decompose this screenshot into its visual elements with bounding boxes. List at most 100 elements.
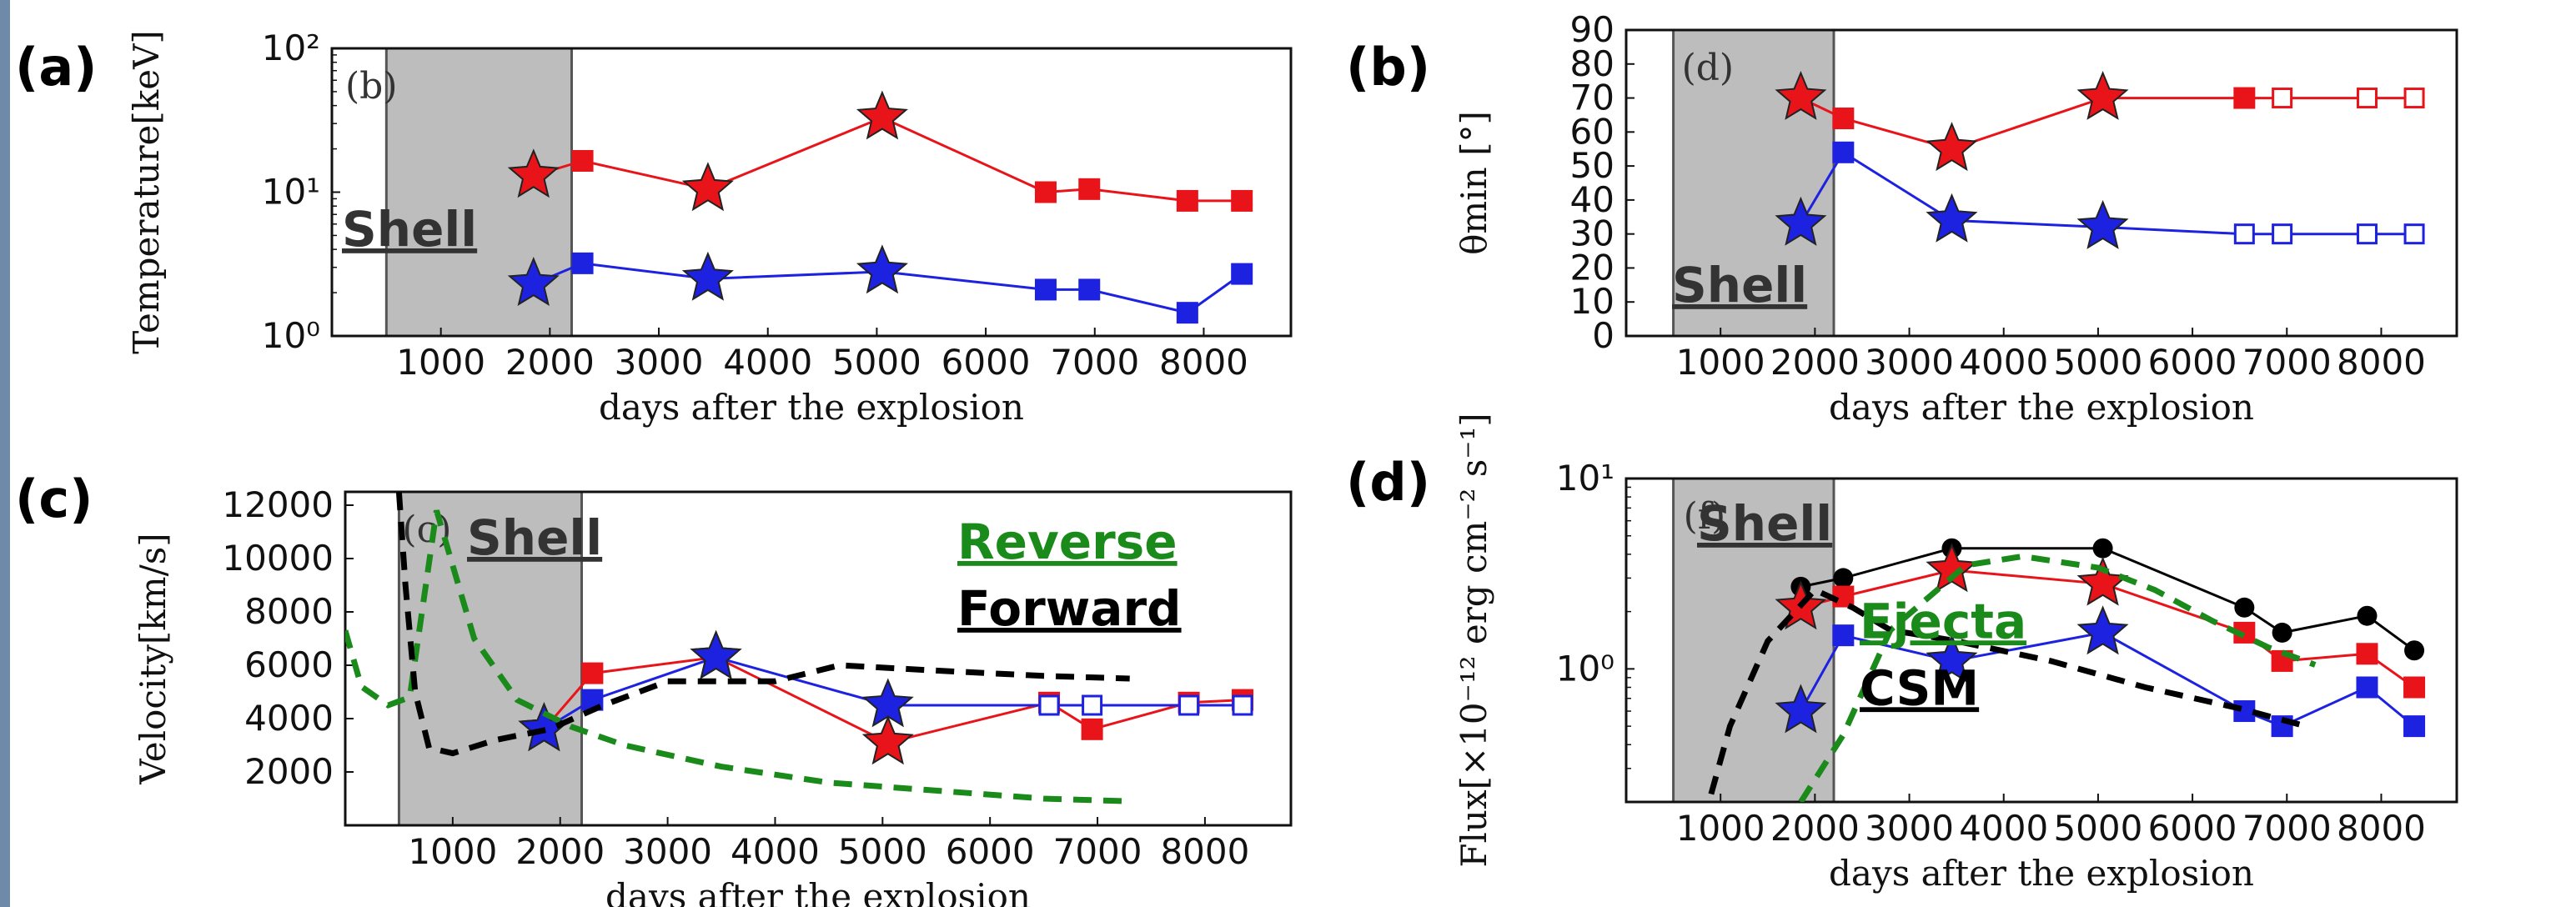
square-marker bbox=[1078, 278, 1101, 301]
shell-label: Shell bbox=[467, 509, 602, 566]
shell-label: Shell bbox=[342, 201, 477, 258]
y-tick-label: 8000 bbox=[244, 591, 334, 632]
y-axis-label: Flux[×10⁻¹² erg cm⁻² s⁻¹] bbox=[1454, 413, 1494, 867]
sub-panel-letter: (c) bbox=[402, 509, 451, 551]
x-tick-label: 2000 bbox=[505, 342, 595, 383]
star-marker bbox=[507, 256, 560, 307]
panel-letter-d: (d) bbox=[1346, 452, 1430, 513]
x-tick-label: 3000 bbox=[1865, 342, 1954, 383]
model-curve bbox=[345, 509, 1130, 804]
square-marker bbox=[2403, 715, 2426, 738]
y-axis-label: Velocity[km/s] bbox=[133, 533, 173, 784]
y-tick-label: 10 bbox=[1570, 281, 1614, 322]
panel-letter-c: (c) bbox=[15, 469, 93, 529]
x-tick-label: 1000 bbox=[1676, 808, 1765, 849]
star-marker bbox=[1775, 684, 1827, 734]
y-tick-label: 10¹ bbox=[262, 172, 320, 213]
star-marker bbox=[681, 162, 734, 212]
x-tick-label: 1000 bbox=[396, 342, 485, 383]
x-tick-label: 8000 bbox=[2337, 808, 2426, 849]
x-tick-label: 2000 bbox=[515, 831, 605, 872]
shell-region bbox=[1672, 28, 1835, 338]
series-line bbox=[1800, 97, 2415, 151]
square-marker bbox=[1832, 624, 1855, 647]
open-square-marker bbox=[2233, 223, 2255, 245]
x-tick-label: 8000 bbox=[2337, 342, 2426, 383]
circle-marker bbox=[2357, 605, 2378, 626]
y-tick-label: 10¹ bbox=[1556, 458, 1614, 499]
x-tick-label: 6000 bbox=[942, 342, 1031, 383]
y-tick-label: 90 bbox=[1570, 9, 1614, 50]
star-marker bbox=[856, 244, 908, 294]
y-tick-label: 4000 bbox=[244, 698, 334, 739]
panel-letter-a: (a) bbox=[15, 37, 98, 98]
sub-panel-letter: (b) bbox=[345, 65, 398, 108]
plot-frame bbox=[1624, 28, 2458, 338]
star-marker bbox=[681, 251, 734, 301]
square-marker bbox=[2403, 676, 2426, 699]
x-axis-label: days after the explosion bbox=[605, 876, 1031, 907]
x-tick-label: 1000 bbox=[408, 831, 497, 872]
x-tick-label: 3000 bbox=[623, 831, 712, 872]
series-layer bbox=[1708, 538, 2426, 802]
circle-marker bbox=[2234, 597, 2255, 618]
model-curve bbox=[395, 492, 1130, 757]
y-tick-label: 40 bbox=[1570, 179, 1614, 220]
series-line bbox=[533, 262, 1243, 314]
open-square-marker bbox=[1178, 694, 1200, 716]
square-marker bbox=[1832, 141, 1855, 163]
series-line bbox=[543, 655, 1243, 744]
shell-label: Shell bbox=[1697, 495, 1832, 552]
square-marker bbox=[2233, 700, 2256, 723]
open-square-marker bbox=[2272, 88, 2293, 109]
star-marker bbox=[1926, 193, 1978, 243]
star-marker bbox=[2076, 605, 2129, 655]
x-tick-label: 2000 bbox=[1770, 342, 1860, 383]
plot-frame bbox=[1624, 477, 2458, 804]
x-tick-label: 7000 bbox=[2242, 808, 2332, 849]
open-square-marker bbox=[1232, 694, 1253, 716]
y-tick-label: 60 bbox=[1570, 111, 1614, 152]
chart-panels: 1000 2000 3000 4000 5000 6000 7000 800010⁰10¹10… bbox=[126, 9, 2458, 907]
y-tick-label: 6000 bbox=[244, 644, 334, 685]
square-marker bbox=[1034, 181, 1057, 203]
model-curve bbox=[1798, 553, 2317, 802]
shell-label: Shell bbox=[1672, 257, 1807, 313]
legend-entry: Forward bbox=[957, 580, 1182, 637]
x-tick-label: 5000 bbox=[2053, 342, 2142, 383]
series-line bbox=[1800, 631, 2416, 728]
circle-marker bbox=[2092, 538, 2113, 559]
y-tick-label: 10² bbox=[262, 28, 320, 68]
series-line bbox=[1800, 547, 2415, 652]
y-axis-label: θmin [°] bbox=[1454, 111, 1494, 255]
open-square-marker bbox=[1038, 694, 1060, 716]
square-marker bbox=[1034, 278, 1057, 301]
star-marker bbox=[2076, 199, 2129, 249]
open-square-marker bbox=[2403, 223, 2425, 245]
star-marker bbox=[690, 629, 742, 679]
series-line bbox=[543, 655, 1243, 731]
y-tick-label: 70 bbox=[1570, 78, 1614, 118]
x-tick-label: 3000 bbox=[1865, 808, 1954, 849]
star-marker bbox=[1775, 196, 1827, 246]
circle-marker bbox=[2404, 640, 2425, 661]
x-tick-label: 8000 bbox=[1159, 342, 1248, 383]
star-marker bbox=[1775, 70, 1827, 120]
series-line bbox=[1800, 569, 2415, 689]
y-tick-label: 20 bbox=[1570, 247, 1614, 288]
x-tick-label: 7000 bbox=[2242, 342, 2332, 383]
x-tick-label: 4000 bbox=[1959, 342, 2048, 383]
star-marker bbox=[1926, 122, 1978, 172]
x-tick-label: 4000 bbox=[731, 831, 820, 872]
square-marker bbox=[2356, 676, 2378, 699]
x-tick-label: 4000 bbox=[723, 342, 812, 383]
y-tick-label: 10⁰ bbox=[262, 315, 320, 356]
series-layer bbox=[507, 90, 1253, 324]
circle-marker bbox=[2272, 622, 2292, 643]
x-tick-label: 4000 bbox=[1959, 808, 2048, 849]
star-marker bbox=[856, 90, 908, 140]
square-marker bbox=[2233, 87, 2256, 109]
square-marker bbox=[581, 662, 604, 684]
x-tick-label: 5000 bbox=[832, 342, 921, 383]
